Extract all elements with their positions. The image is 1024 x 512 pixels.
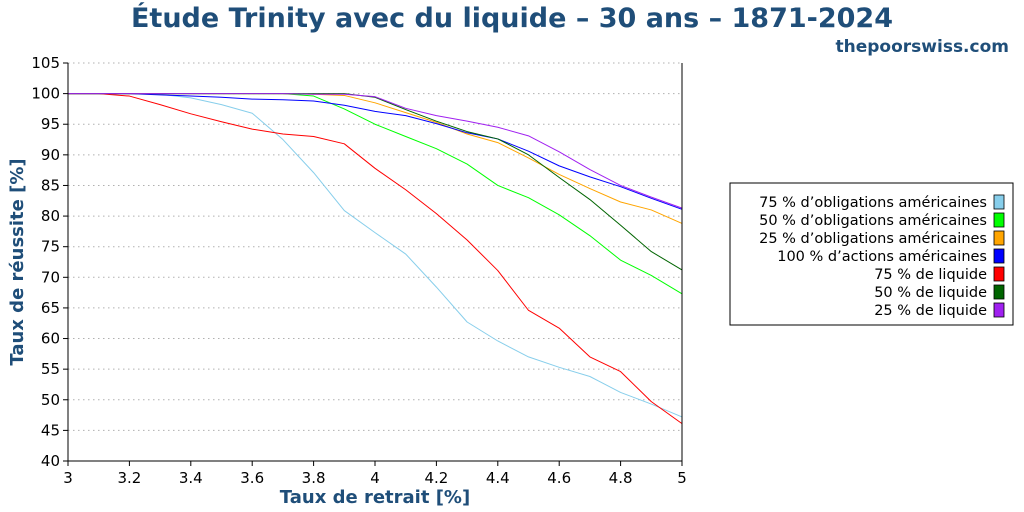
x-tick-label: 4.6 bbox=[547, 469, 571, 487]
legend-swatch bbox=[993, 284, 1005, 300]
x-tick-label: 4.2 bbox=[424, 469, 448, 487]
legend: 75 % d’obligations américaines 50 % d’obl… bbox=[729, 182, 1014, 326]
y-tick-label: 50 bbox=[41, 391, 60, 409]
x-tick-label: 3.8 bbox=[302, 469, 326, 487]
legend-swatch bbox=[993, 266, 1005, 282]
legend-swatch bbox=[993, 212, 1005, 228]
legend-label: 25 % de liquide bbox=[874, 303, 987, 319]
x-axis-title: Taux de retrait [%] bbox=[280, 487, 470, 508]
y-tick-label: 90 bbox=[41, 146, 60, 164]
legend-swatch bbox=[993, 248, 1005, 264]
x-tick-label: 4.4 bbox=[486, 469, 510, 487]
legend-label: 100 % d’actions américaines bbox=[777, 249, 987, 265]
y-axis-title: Taux de réussite [%] bbox=[7, 158, 28, 365]
series-line-3 bbox=[68, 93, 683, 224]
y-tick-label: 95 bbox=[41, 115, 60, 133]
x-tick-label: 4 bbox=[370, 469, 380, 487]
legend-label: 75 % d’obligations américaines bbox=[759, 195, 987, 211]
y-tick-label: 85 bbox=[41, 176, 60, 194]
y-tick-label: 75 bbox=[41, 238, 60, 256]
y-tick-label: 80 bbox=[41, 207, 60, 225]
y-tick-label: 65 bbox=[41, 299, 60, 317]
legend-swatch bbox=[993, 302, 1005, 318]
series-line-5 bbox=[68, 93, 683, 425]
y-tick-label: 70 bbox=[41, 268, 60, 286]
gridlines bbox=[68, 62, 682, 431]
axes bbox=[63, 62, 683, 466]
legend-swatch bbox=[993, 194, 1005, 210]
x-tick-label: 3.2 bbox=[117, 469, 141, 487]
chart-subtitle: thepoorswiss.com bbox=[836, 37, 1010, 57]
legend-label: 75 % de liquide bbox=[874, 267, 987, 283]
series-line-1 bbox=[68, 93, 683, 418]
legend-box bbox=[729, 182, 1014, 326]
series-line-2 bbox=[68, 93, 683, 295]
series-line-7 bbox=[68, 93, 683, 209]
y-tick-label: 40 bbox=[41, 452, 60, 470]
legend-label: 50 % de liquide bbox=[874, 285, 987, 301]
x-tick-label: 3.4 bbox=[179, 469, 203, 487]
legend-swatch bbox=[993, 230, 1005, 246]
x-tick-label: 3 bbox=[63, 469, 73, 487]
series-layer bbox=[68, 93, 683, 425]
series-line-4 bbox=[68, 93, 683, 210]
y-tick-label: 55 bbox=[41, 360, 60, 378]
legend-label: 50 % d’obligations américaines bbox=[759, 213, 987, 229]
y-tick-label: 60 bbox=[41, 330, 60, 348]
x-tick-label: 5 bbox=[677, 469, 687, 487]
legend-label: 25 % d’obligations américaines bbox=[759, 231, 987, 247]
y-tick-label: 45 bbox=[41, 421, 60, 439]
x-tick-label: 3.6 bbox=[240, 469, 264, 487]
y-tick-label: 100 bbox=[31, 85, 60, 103]
chart-title: Étude Trinity avec du liquide – 30 ans –… bbox=[131, 2, 893, 34]
series-line-6 bbox=[68, 93, 683, 271]
y-tick-label: 105 bbox=[31, 54, 60, 72]
x-tick-label: 4.8 bbox=[609, 469, 633, 487]
